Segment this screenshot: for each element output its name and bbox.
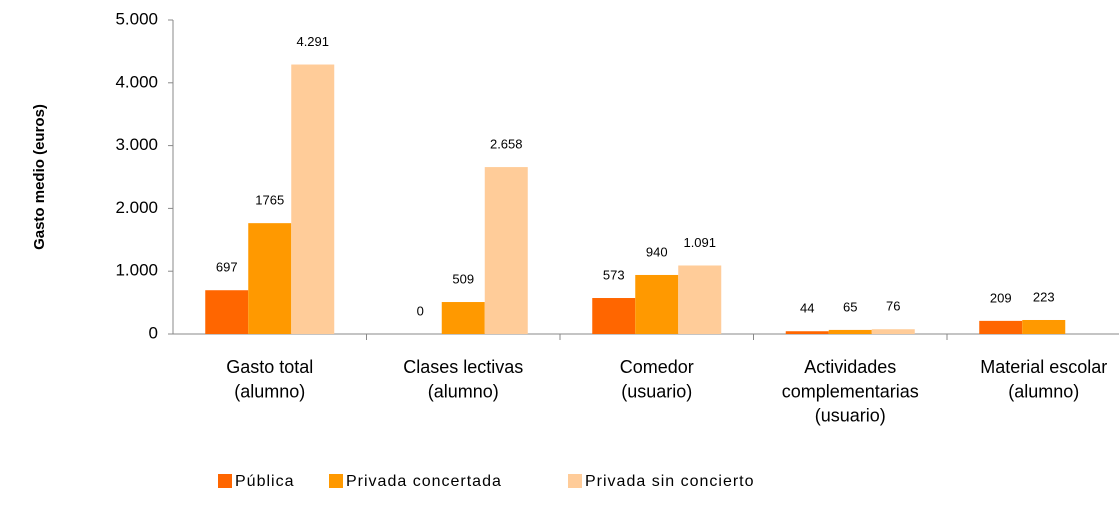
bar (979, 320, 1023, 334)
y-tick-label: 2.000 (115, 198, 158, 217)
legend-label: Pública (235, 473, 294, 490)
y-tick-label: 3.000 (115, 135, 158, 154)
value-label: 1765 (255, 193, 284, 208)
bar (871, 329, 915, 334)
x-tick-label: Actividades complementarias (usuario) (782, 357, 919, 426)
x-tick-label: Gasto total (alumno) (226, 357, 313, 401)
value-label: 223 (1033, 289, 1055, 304)
value-label: 697 (216, 260, 238, 275)
legend-swatch (329, 474, 343, 488)
bar (635, 274, 679, 334)
legend-swatch (568, 474, 582, 488)
x-tick-label: Comedor (usuario) (620, 357, 694, 401)
value-label: 940 (646, 244, 668, 259)
bar (828, 329, 872, 334)
value-label: 4.291 (296, 34, 329, 49)
legend-label: Privada concertada (346, 473, 502, 490)
bar (678, 265, 722, 334)
value-label: 76 (886, 299, 900, 314)
bar (441, 302, 485, 334)
y-axis-label: Gasto medio (euros) (31, 104, 48, 250)
bar (205, 290, 249, 334)
value-label: 0 (417, 303, 424, 318)
value-label: 209 (990, 290, 1012, 305)
bar (1022, 319, 1066, 334)
y-tick-label: 4.000 (115, 72, 158, 91)
y-tick-label: 1.000 (115, 261, 158, 280)
y-tick-label: 0 (149, 323, 158, 342)
value-label: 2.658 (490, 137, 523, 152)
bar (291, 64, 335, 334)
value-label: 509 (452, 271, 474, 286)
bar (484, 167, 528, 334)
legend-swatch (218, 474, 232, 488)
bar (592, 298, 636, 334)
bar (248, 223, 292, 334)
x-tick-label: Material escolar (alumno) (980, 357, 1107, 401)
legend-label: Privada sin concierto (585, 473, 755, 490)
value-label: 1.091 (683, 235, 716, 250)
y-tick-label: 5.000 (115, 9, 158, 28)
value-label: 573 (603, 267, 625, 282)
value-label: 44 (800, 301, 814, 316)
x-tick-label: Clases lectivas (alumno) (403, 357, 523, 401)
value-label: 65 (843, 299, 857, 314)
bar (785, 331, 829, 334)
